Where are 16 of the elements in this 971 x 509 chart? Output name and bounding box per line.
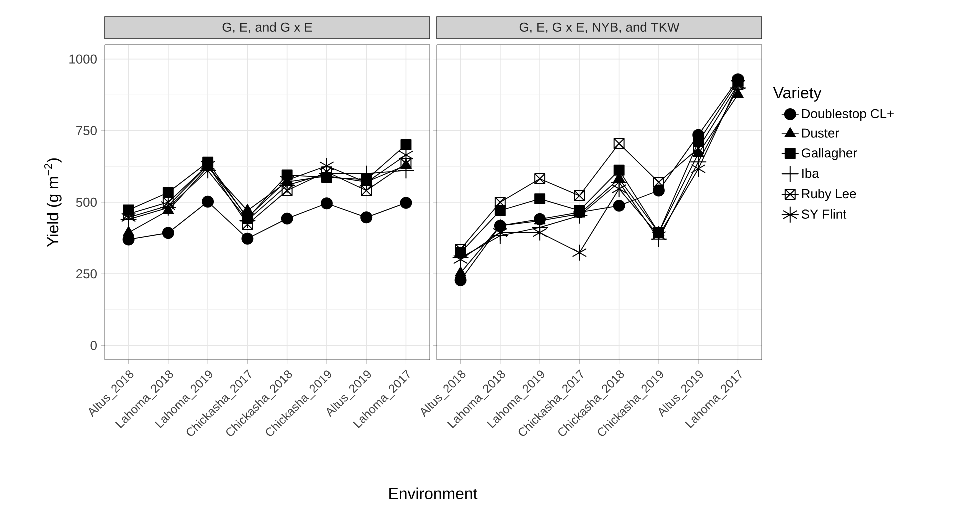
y-tick-label: 750 — [76, 126, 97, 136]
chart-title: G, E, and G x E — [222, 22, 312, 34]
legend-label: Ruby Lee — [802, 189, 856, 202]
y-axis-title: Yield (g m$^{−2}$) — [44, 158, 62, 247]
legend-title: Variety — [773, 86, 822, 102]
y-tick-label: 0 — [90, 341, 97, 350]
legend-label: Gallagher — [802, 148, 858, 160]
y-tick-label: 500 — [76, 198, 97, 208]
chart-title: G, E, G x E, NYB, and TKW — [520, 22, 680, 34]
y-tick-label: 250 — [76, 269, 97, 279]
x-axis-title: Environment — [390, 488, 478, 500]
y-tick-label: 1000 — [70, 54, 97, 64]
legend-label: Doublestop CL+ — [802, 108, 894, 122]
legend-label: Duster — [802, 128, 840, 138]
legend-label: Iba — [802, 168, 820, 178]
legend-label: SY Flint — [802, 209, 847, 219]
